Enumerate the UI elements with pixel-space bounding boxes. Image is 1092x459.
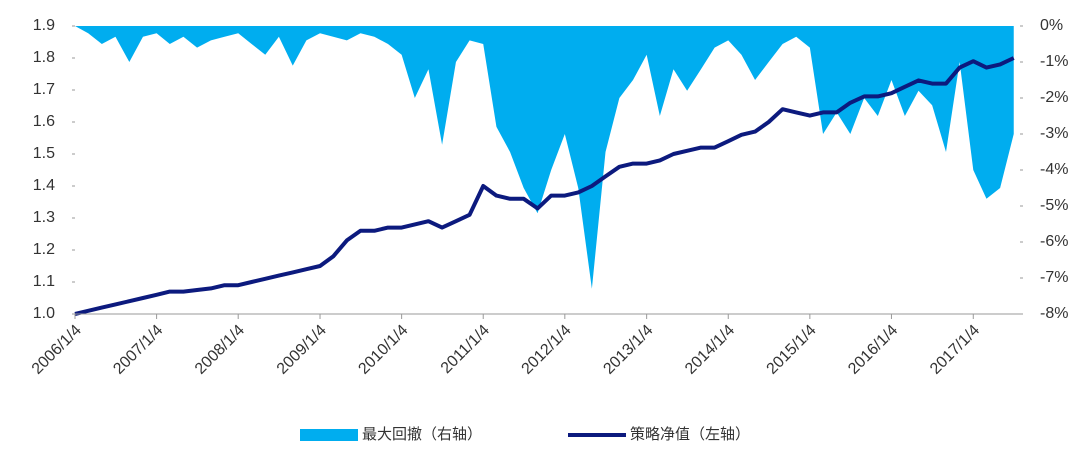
net-value-line xyxy=(74,56,1015,316)
y-tick-label: 1.5 xyxy=(33,145,55,162)
legend: 最大回撤（右轴） 策略净值（左轴） xyxy=(300,426,750,443)
x-tick-label: 2017/1/4 xyxy=(927,322,983,378)
y-tick-label: 1.7 xyxy=(33,81,55,98)
y-tick-label: 1.9 xyxy=(33,17,55,34)
x-tick-label: 2015/1/4 xyxy=(764,322,820,378)
y-tick-label: 1.6 xyxy=(33,113,55,130)
y2-tick-label: 0% xyxy=(1040,17,1063,34)
y-tick-label: 1.1 xyxy=(33,273,55,290)
x-tick-label: 2016/1/4 xyxy=(845,322,901,378)
legend-label: 最大回撤（右轴） xyxy=(362,426,482,443)
x-tick-label: 2006/1/4 xyxy=(29,322,85,378)
x-tick-label: 2010/1/4 xyxy=(355,322,411,378)
y2-tick-label: -2% xyxy=(1040,89,1068,106)
y-tick-label: 1.2 xyxy=(33,241,55,258)
y2-tick-label: -8% xyxy=(1040,305,1068,322)
y-tick-label: 1.8 xyxy=(33,49,55,66)
x-tick-label: 2009/1/4 xyxy=(274,322,330,378)
y-tick-label: 1.0 xyxy=(33,305,55,322)
drawdown-area xyxy=(75,26,1014,289)
x-tick-label: 2007/1/4 xyxy=(110,322,166,378)
y2-tick-label: -4% xyxy=(1040,161,1068,178)
y2-tick-label: -7% xyxy=(1040,269,1068,286)
legend-label: 策略净值（左轴） xyxy=(630,426,750,443)
x-tick-label: 2011/1/4 xyxy=(438,322,493,377)
y2-tick-label: -5% xyxy=(1040,197,1068,214)
x-tick-label: 2008/1/4 xyxy=(192,322,248,378)
y2-tick-label: -3% xyxy=(1040,125,1068,142)
y2-tick-label: -1% xyxy=(1040,53,1068,70)
y-tick-label: 1.4 xyxy=(33,177,55,194)
y-tick-label: 1.3 xyxy=(33,209,55,226)
x-tick-label: 2013/1/4 xyxy=(600,322,656,378)
legend-swatch xyxy=(300,429,358,441)
y2-tick-label: -6% xyxy=(1040,233,1068,250)
x-tick-label: 2014/1/4 xyxy=(682,322,738,378)
x-tick-label: 2012/1/4 xyxy=(519,322,575,378)
